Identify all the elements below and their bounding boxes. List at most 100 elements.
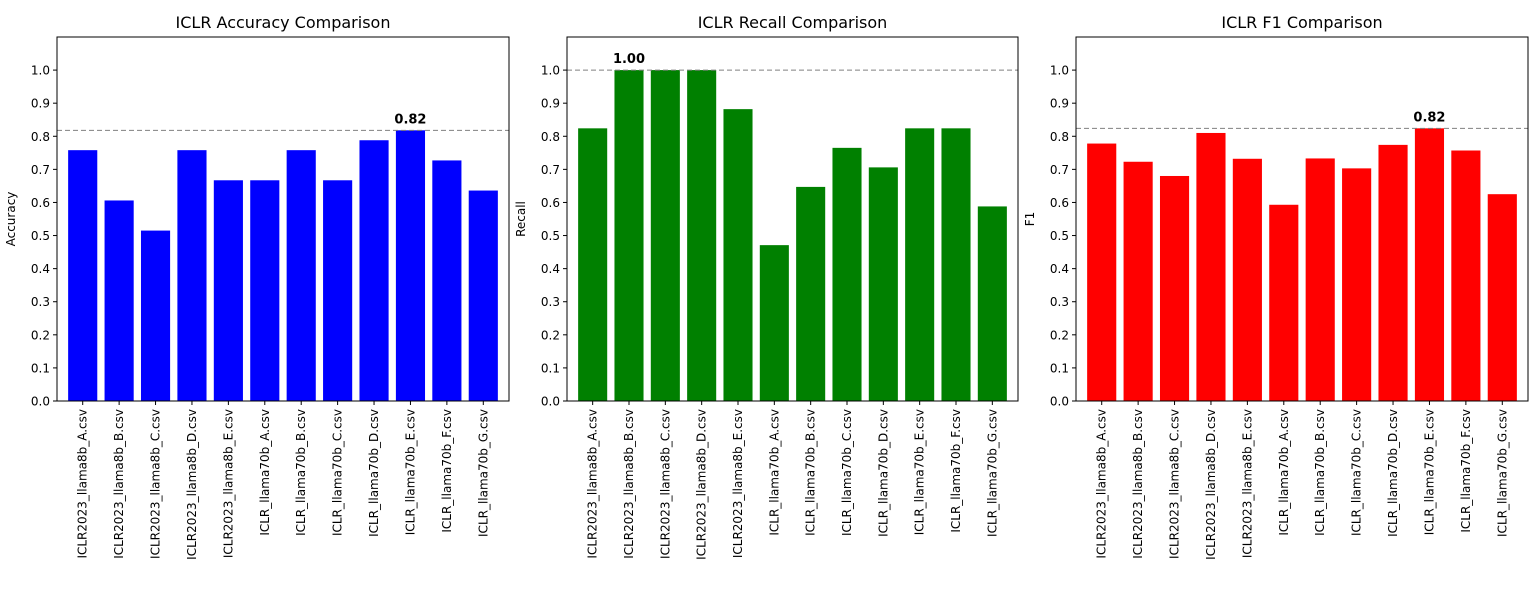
bar	[687, 70, 717, 401]
x-tick-label: ICLR_llama70b_B.csv	[1313, 409, 1327, 536]
y-tick-label: 0.1	[541, 361, 560, 375]
x-tick-label: ICLR_llama70b_G.csv	[476, 409, 490, 537]
chart-title: ICLR F1 Comparison	[1221, 13, 1382, 32]
y-tick-label: 0.8	[541, 130, 560, 144]
x-tick-label: ICLR_llama70b_B.csv	[294, 409, 308, 536]
y-tick-label: 0.5	[1050, 229, 1069, 243]
bar	[432, 160, 462, 401]
y-axis-label: F1	[1023, 212, 1037, 227]
bar	[250, 180, 280, 401]
bar	[578, 128, 608, 401]
bar	[1414, 128, 1445, 401]
x-tick-label: ICLR_llama70b_E.csv	[913, 409, 927, 535]
x-tick-label: ICLR2023_llama8b_E.csv	[221, 409, 235, 558]
bar	[286, 150, 316, 401]
bar	[1342, 168, 1372, 401]
x-tick-label: ICLR2023_llama8b_B.csv	[112, 409, 126, 559]
x-tick-label: ICLR2023_llama8b_D.csv	[695, 409, 709, 560]
bar	[468, 190, 498, 401]
x-tick-label: ICLR2023_llama8b_B.csv	[1131, 409, 1145, 559]
y-axis-label: Recall	[514, 201, 528, 237]
bar	[395, 130, 426, 402]
y-tick-label: 0.4	[541, 262, 560, 276]
accuracy-chart-panel: ICLR Accuracy Comparison Accuracy 0.0 0.1…	[4, 13, 510, 560]
plot-frame	[1075, 36, 1529, 402]
x-tick-label: ICLR_llama70b_B.csv	[804, 409, 818, 536]
x-tick-label: ICLR2023_llama8b_C.csv	[1168, 409, 1182, 559]
y-tick-label: 0.1	[31, 361, 50, 375]
max-value-label: 1.00	[613, 52, 645, 67]
x-tick-label: ICLR_llama70b_C.csv	[840, 409, 854, 536]
bar	[1087, 143, 1117, 401]
bar	[140, 230, 171, 401]
y-tick-label: 0.0	[541, 395, 560, 409]
x-tick-label: ICLR_llama70b_E.csv	[1422, 409, 1436, 535]
y-tick-label: 0.7	[541, 163, 560, 177]
bar	[213, 180, 243, 401]
y-tick-label: 0.4	[1050, 262, 1069, 276]
bar	[323, 180, 353, 401]
x-tick-label: ICLR_llama70b_C.csv	[331, 409, 345, 536]
x-tick-label: ICLR_llama70b_C.csv	[1350, 409, 1364, 536]
x-tick-label: ICLR2023_llama8b_C.csv	[149, 409, 163, 559]
y-tick-label: 1.0	[541, 64, 560, 78]
y-tick-label: 0.5	[31, 229, 50, 243]
y-tick-label: 1.0	[1050, 64, 1069, 78]
x-tick-label: ICLR_llama70b_A.csv	[767, 409, 781, 536]
bar	[614, 70, 644, 401]
y-tick-label: 0.8	[31, 130, 50, 144]
bar	[977, 206, 1007, 401]
y-tick-label: 0.7	[1050, 163, 1069, 177]
y-tick-label: 0.0	[31, 395, 50, 409]
bar	[1196, 132, 1226, 402]
bar	[941, 128, 971, 401]
x-tick-label: ICLR2023_llama8b_A.csv	[586, 409, 600, 559]
x-tick-label: ICLR2023_llama8b_E.csv	[1240, 409, 1254, 558]
y-tick-label: 0.6	[31, 196, 50, 210]
y-tick-label: 1.0	[31, 64, 50, 78]
f1-chart-panel: ICLR F1 Comparison F1 0.0 0.1 0.2 0.3 0.4 0.5…	[1023, 13, 1529, 560]
x-tick-label: ICLR2023_llama8b_A.csv	[1095, 409, 1109, 559]
y-tick-label: 0.9	[1050, 97, 1069, 111]
x-tick-label: ICLR_llama70b_D.csv	[1386, 409, 1400, 537]
bar	[68, 150, 98, 401]
bar	[1159, 175, 1190, 401]
y-tick-label: 0.6	[541, 196, 560, 210]
y-tick-label: 0.6	[1050, 196, 1069, 210]
bar	[1451, 150, 1481, 401]
recall-chart-panel: ICLR Recall Comparison Recall 0.0 0.1 0.2 0…	[514, 13, 1019, 560]
plot-frame	[56, 36, 510, 402]
x-tick-label: ICLR_llama70b_G.csv	[985, 409, 999, 537]
bar	[359, 140, 389, 401]
chart-title: ICLR Accuracy Comparison	[176, 13, 391, 32]
bar	[1305, 158, 1335, 401]
y-tick-label: 0.9	[31, 97, 50, 111]
x-tick-label: ICLR2023_llama8b_B.csv	[622, 409, 636, 559]
bar	[868, 167, 898, 401]
x-tick-label: ICLR_llama70b_A.csv	[258, 409, 272, 536]
bar	[832, 147, 862, 401]
y-tick-label: 0.1	[1050, 361, 1069, 375]
x-tick-label: ICLR2023_llama8b_C.csv	[658, 409, 672, 559]
bar	[177, 150, 207, 401]
x-tick-label: ICLR_llama70b_D.csv	[876, 409, 890, 537]
y-tick-label: 0.0	[1050, 395, 1069, 409]
y-tick-label: 0.2	[31, 328, 50, 342]
x-tick-label: ICLR_llama70b_F.csv	[440, 409, 454, 533]
bar	[1378, 144, 1408, 402]
x-tick-label: ICLR2023_llama8b_E.csv	[731, 409, 745, 558]
bar	[1123, 161, 1153, 401]
y-tick-label: 0.4	[31, 262, 50, 276]
y-tick-label: 0.9	[541, 97, 560, 111]
x-tick-label: ICLR2023_llama8b_A.csv	[76, 409, 90, 559]
bar	[650, 70, 680, 401]
bar	[104, 200, 134, 401]
x-tick-label: ICLR_llama70b_E.csv	[403, 409, 417, 535]
x-tick-label: ICLR2023_llama8b_D.csv	[185, 409, 199, 560]
bar	[1232, 158, 1262, 401]
y-tick-label: 0.8	[1050, 130, 1069, 144]
plot-frame	[566, 36, 1019, 402]
x-tick-label: ICLR_llama70b_G.csv	[1495, 409, 1509, 537]
x-tick-label: ICLR_llama70b_A.csv	[1277, 409, 1291, 536]
chart-title: ICLR Recall Comparison	[698, 13, 888, 32]
